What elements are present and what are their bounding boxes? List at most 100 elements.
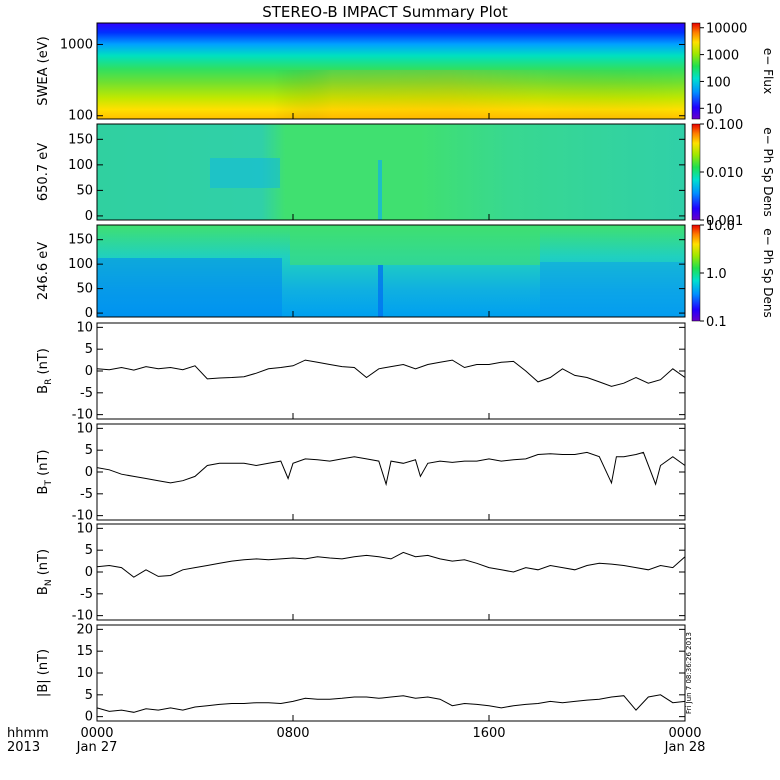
pad650-ytick-label-0: 150 — [68, 132, 93, 147]
bt-y-label-unit: (nT) — [36, 450, 51, 480]
br-y-label-main: B — [36, 385, 51, 394]
br-y-label: BR (nT) — [36, 348, 54, 394]
pad246-cb-tick-label-1: 1.0 — [706, 267, 727, 282]
bmag-series-line — [96, 694, 686, 713]
bt-series-line — [96, 451, 686, 487]
bmag-y-label: |B| (nT) — [36, 649, 51, 697]
bmag-frame — [96, 624, 686, 722]
time-tick-date-3: Jan 28 — [664, 740, 706, 755]
bt-frame — [96, 423, 686, 521]
pad246-cb-tick-label-2: 0.1 — [706, 315, 727, 330]
bn-y-label-main: B — [36, 586, 51, 595]
bn-frame — [96, 523, 686, 621]
pad650-ytick-label-3: 0 — [85, 209, 93, 224]
swea-y-label: SWEA (eV) — [36, 36, 51, 105]
pad246-ytick-label-2: 50 — [76, 282, 93, 297]
bmag-ytick-label-1: 15 — [76, 644, 93, 659]
panel-pad246: 150 100 50 0 246.6 eV 10.0 1.0 0.1 e− Ph Sp D… — [36, 219, 775, 330]
bt-ytick-label-4: -10 — [72, 509, 93, 524]
pad246-dropout — [378, 265, 383, 317]
pad246-cb-tick-label-0: 10.0 — [706, 219, 735, 234]
pad650-ytick-label-2: 50 — [76, 183, 93, 198]
swea-cb-tick-label-2: 100 — [706, 75, 731, 90]
timestamp-stamp: Fri Jun 7 08:36:26 2013 — [685, 632, 693, 714]
swea-colorbar-ticks: 10000 1000 100 10 — [700, 22, 747, 117]
pad246-blue-band-early — [97, 258, 282, 317]
bn-y-axis: 10 5 0 -5 -10 — [72, 521, 686, 624]
swea-cb-tick-label-0: 10000 — [706, 22, 747, 37]
swea-ytick-label-0: 1000 — [60, 37, 93, 52]
bmag-y-axis: 20 15 10 5 0 — [76, 622, 686, 725]
bmag-ytick-label-0: 20 — [76, 622, 93, 637]
panel-bt: 10 5 0 -5 -10 BT (nT) — [36, 421, 686, 524]
pad246-ytick-label-1: 100 — [68, 257, 93, 272]
swea-ytick-label-1: 100 — [68, 109, 93, 124]
pad650-y-axis: 150 100 50 0 — [68, 132, 686, 224]
pad650-dropout — [378, 160, 382, 220]
pad650-spectrogram — [97, 124, 685, 220]
pad246-green-band-mid — [290, 225, 540, 265]
bt-ytick-label-3: -5 — [80, 487, 93, 502]
pad650-cb-tick-label-0: 0.100 — [706, 118, 743, 133]
br-frame — [96, 322, 686, 420]
bn-y-label-unit: (nT) — [36, 549, 51, 579]
time-tick-label-2: 1600 — [472, 726, 505, 741]
pad650-colorbar — [691, 123, 701, 221]
pad246-ytick-label-0: 150 — [68, 233, 93, 248]
bmag-ytick-label-3: 5 — [85, 688, 93, 703]
br-y-label-unit: (nT) — [36, 348, 51, 378]
bt-ytick-label-0: 10 — [76, 421, 93, 436]
swea-cb-tick-label-1: 1000 — [706, 49, 739, 64]
pad650-ytick-label-1: 100 — [68, 158, 93, 173]
bt-y-label-main: B — [36, 486, 51, 495]
panel-pad650: 150 100 50 0 650.7 eV 0.100 0.010 0.001 e− Ph… — [36, 118, 775, 229]
bn-ytick-label-2: 0 — [85, 565, 93, 580]
pad246-ytick-label-3: 0 — [85, 306, 93, 321]
swea-colorbar-label: e− Flux — [761, 48, 775, 94]
bn-ytick-label-1: 5 — [85, 543, 93, 558]
bmag-ytick-label-2: 10 — [76, 666, 93, 681]
bt-y-label-sub: T — [44, 480, 54, 487]
pad650-colorbar-label: e− Ph Sp Dens — [761, 127, 775, 216]
time-tick-label-3: 0000 — [668, 726, 701, 741]
panel-bn: 10 5 0 -5 -10 BN (nT) — [36, 521, 686, 624]
bt-y-axis: 10 5 0 -5 -10 — [72, 421, 686, 524]
pad246-frame — [96, 224, 686, 318]
time-tick-label-1: 0800 — [276, 726, 309, 741]
bn-ytick-label-0: 10 — [76, 521, 93, 536]
br-y-label-sub: R — [44, 379, 54, 385]
pad246-colorbar — [691, 224, 701, 322]
br-ytick-label-1: 5 — [85, 342, 93, 357]
br-ytick-label-4: -10 — [72, 408, 93, 423]
br-ytick-label-0: 10 — [76, 320, 93, 335]
bn-y-label-sub: N — [44, 579, 54, 586]
swea-frame — [96, 22, 686, 120]
br-y-axis: 10 5 0 -5 -10 — [72, 320, 686, 423]
pad246-colorbar-label: e− Ph Sp Dens — [761, 228, 775, 317]
pad650-y-label: 650.7 eV — [36, 143, 51, 201]
pad650-colorbar-ticks: 0.100 0.010 0.001 — [700, 118, 743, 229]
time-axis-corner-year: 2013 — [7, 740, 40, 755]
bt-y-label: BT (nT) — [36, 450, 54, 495]
pad246-blue-band-late — [540, 262, 685, 317]
bmag-ytick-label-4: 0 — [85, 710, 93, 725]
panel-br: 10 5 0 -5 -10 BR (nT) — [36, 320, 686, 423]
pad246-y-label: 246.6 eV — [36, 242, 51, 300]
bn-ytick-label-3: -5 — [80, 587, 93, 602]
swea-colorbar — [691, 22, 701, 120]
pad650-frame — [96, 123, 686, 221]
time-tick-label-0: 0000 — [80, 726, 113, 741]
br-ytick-label-3: -5 — [80, 386, 93, 401]
bn-ytick-label-4: -10 — [72, 609, 93, 624]
plot-title: STEREO-B IMPACT Summary Plot — [262, 3, 508, 21]
pad246-colorbar-ticks: 10.0 1.0 0.1 — [700, 219, 735, 330]
bt-ytick-label-1: 5 — [85, 443, 93, 458]
swea-spectrogram-shading — [97, 70, 685, 119]
br-ytick-label-2: 0 — [85, 364, 93, 379]
bn-y-label: BN (nT) — [36, 549, 54, 595]
pad650-blue-patch — [210, 158, 280, 188]
time-axis-corner-hhmm: hhmm — [7, 726, 49, 741]
panel-bmag: 20 15 10 5 0 |B| (nT) Fri Jun 7 08:36:26 201… — [36, 622, 693, 724]
